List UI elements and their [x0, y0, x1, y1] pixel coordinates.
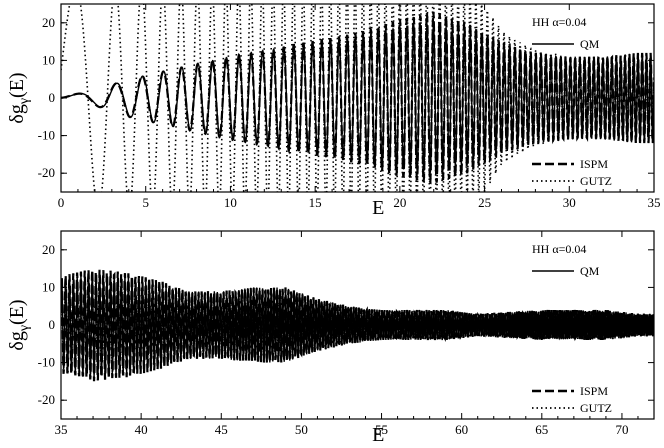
y-axis-title-main: δg	[6, 331, 28, 350]
x-tick-label: 10	[224, 195, 237, 210]
y-axis-title: δgγ(E)	[6, 299, 32, 350]
y-tick-label: 0	[49, 90, 56, 105]
x-tick-label: 0	[58, 195, 65, 210]
x-tick-label: 20	[393, 195, 406, 210]
legend-label-gutz: GUTZ	[580, 174, 612, 188]
x-tick-label: 5	[142, 195, 149, 210]
bottom-panel: 35 40 45 50 55 60 65 70 -20 -10 0 10 20 δgγ(E) E HH α=0…	[6, 230, 655, 446]
series-group	[61, 4, 654, 192]
legend-title: HH α=0.04	[532, 242, 586, 256]
legend-label-ispm: ISPM	[580, 384, 608, 398]
x-tick-label: 60	[455, 422, 468, 437]
y-tick-label: 20	[42, 242, 55, 257]
x-axis-title: E	[372, 424, 384, 446]
x-tick-label: 50	[295, 422, 308, 437]
legend-label-qm: QM	[580, 264, 600, 278]
y-axis-title-tail: (E)	[6, 72, 28, 98]
legend-label-gutz: GUTZ	[580, 401, 612, 415]
x-tick-label: 35	[648, 195, 661, 210]
x-tick-label: 65	[535, 422, 548, 437]
series-line-ispm	[61, 11, 654, 185]
series-line-gutz	[61, 276, 654, 374]
legend-label-qm: QM	[580, 37, 600, 51]
y-tick-label: -10	[38, 128, 55, 143]
y-axis-title-main: δg	[6, 104, 28, 123]
y-tick-label: 20	[42, 15, 55, 30]
series-group	[61, 269, 654, 382]
x-tick-label: 40	[135, 422, 148, 437]
x-tick-label: 70	[615, 422, 628, 437]
y-tick-label: -20	[38, 165, 55, 180]
legend-label-ispm: ISPM	[580, 157, 608, 171]
y-tick-label: 0	[49, 317, 56, 332]
y-axis-title-sub: γ	[17, 98, 32, 105]
x-tick-label: 55	[375, 422, 388, 437]
x-tick-label: 30	[563, 195, 576, 210]
y-axis-title-sub: γ	[17, 325, 32, 332]
x-tick-label: 35	[55, 422, 68, 437]
x-axis-title: E	[372, 197, 384, 219]
legend-title: HH α=0.04	[532, 15, 586, 29]
y-axis-title-tail: (E)	[6, 299, 28, 325]
x-tick-label: 45	[215, 422, 228, 437]
top-panel: 0 5 10 15 20 25 30 35 -20 -10 0 10 20 δgγ(E) E HH α=0.0…	[6, 3, 661, 219]
y-tick-label: 10	[42, 52, 55, 67]
x-tick-label: 15	[309, 195, 322, 210]
y-tick-label: -20	[38, 392, 55, 407]
y-axis-title: δgγ(E)	[6, 72, 32, 123]
y-tick-label: -10	[38, 355, 55, 370]
y-tick-label: 10	[42, 279, 55, 294]
x-tick-label: 25	[478, 195, 491, 210]
series-line-ispm	[61, 269, 654, 382]
